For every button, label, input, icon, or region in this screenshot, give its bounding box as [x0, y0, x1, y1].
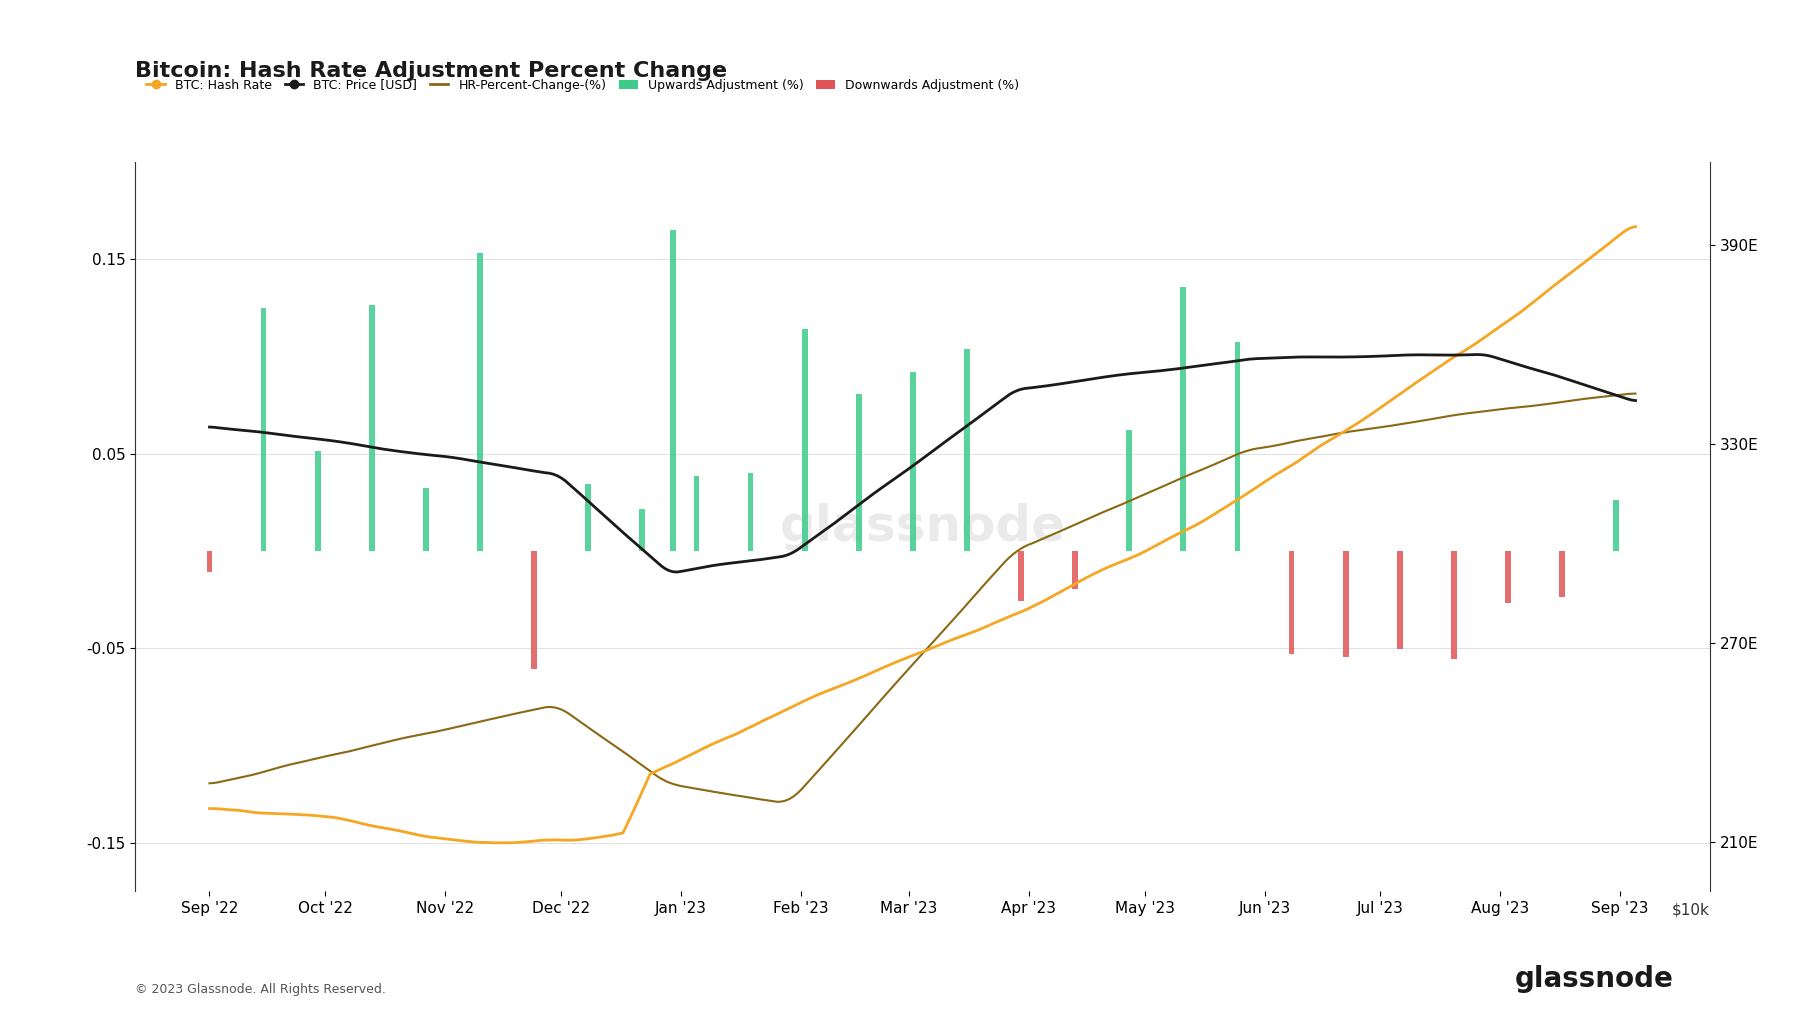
- Bar: [1073, 551, 1078, 590]
- Bar: [1127, 431, 1132, 551]
- Bar: [585, 484, 590, 551]
- Bar: [207, 551, 212, 571]
- Bar: [747, 473, 754, 551]
- Text: glassnode: glassnode: [1516, 964, 1674, 993]
- Bar: [1397, 551, 1402, 648]
- Bar: [693, 476, 700, 551]
- Bar: [477, 252, 482, 551]
- Bar: [639, 509, 644, 551]
- Bar: [1505, 551, 1510, 603]
- Text: © 2023 Glassnode. All Rights Reserved.: © 2023 Glassnode. All Rights Reserved.: [135, 983, 385, 996]
- Bar: [1559, 551, 1564, 598]
- Bar: [261, 308, 266, 551]
- Bar: [1019, 551, 1024, 601]
- Bar: [1451, 551, 1456, 658]
- Bar: [801, 328, 808, 551]
- Bar: [965, 348, 970, 551]
- Bar: [423, 488, 428, 551]
- Bar: [1235, 341, 1240, 551]
- Legend: BTC: Hash Rate, BTC: Price [USD], HR-Percent-Change-(%), Upwards Adjustment (%),: BTC: Hash Rate, BTC: Price [USD], HR-Per…: [140, 74, 1024, 96]
- Bar: [1181, 287, 1186, 551]
- Text: glassnode: glassnode: [779, 502, 1066, 551]
- Bar: [1343, 551, 1348, 656]
- Bar: [670, 230, 677, 551]
- Bar: [1289, 551, 1294, 653]
- Bar: [531, 551, 536, 670]
- Text: Bitcoin: Hash Rate Adjustment Percent Change: Bitcoin: Hash Rate Adjustment Percent Ch…: [135, 61, 727, 81]
- Bar: [369, 305, 374, 551]
- Bar: [855, 394, 862, 551]
- Bar: [1613, 500, 1618, 551]
- Bar: [911, 373, 916, 551]
- Bar: [315, 451, 320, 551]
- Text: $10k: $10k: [1672, 903, 1710, 918]
